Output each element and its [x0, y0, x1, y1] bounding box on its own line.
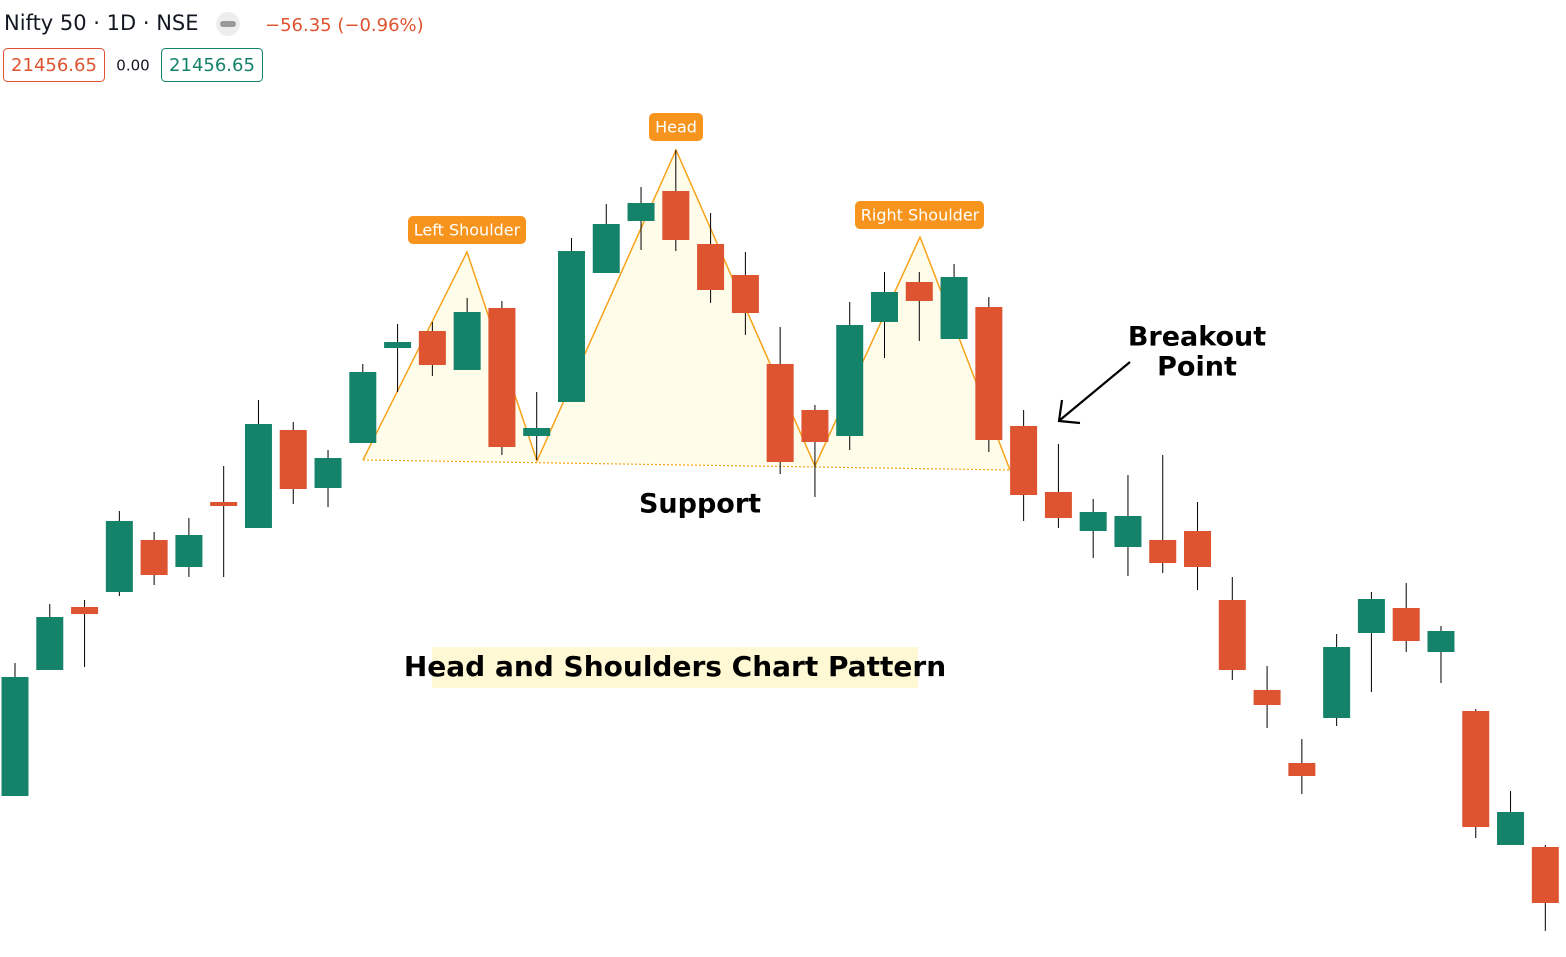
- left-shoulder-label: Left Shoulder: [414, 221, 521, 240]
- candle-body: [557, 251, 585, 402]
- candle-body: [697, 244, 725, 290]
- candle-body: [1288, 763, 1316, 776]
- candle-body: [766, 364, 794, 462]
- candle-body: [627, 203, 655, 221]
- spread: 0.00: [116, 57, 149, 75]
- candle-body: [1079, 512, 1107, 531]
- title-highlight: [432, 647, 918, 688]
- candle-body: [1114, 516, 1142, 547]
- candle-body: [1392, 608, 1420, 641]
- candle-body: [1323, 647, 1351, 718]
- candle-body: [1427, 631, 1455, 652]
- candle-body: [384, 342, 412, 348]
- price-box: [161, 48, 263, 82]
- candle-body: [940, 277, 968, 339]
- candle-body: [1, 677, 29, 796]
- candle-body: [592, 224, 620, 273]
- candle-body: [36, 617, 64, 670]
- chart-title: Head and Shoulders Chart Pattern: [404, 650, 946, 683]
- candle-body: [1044, 492, 1072, 518]
- candle-body: [210, 502, 238, 506]
- breakout-arrow: [1057, 361, 1131, 425]
- candle-body: [731, 275, 759, 313]
- symbol: Nifty 50 · 1D · NSE: [4, 11, 199, 35]
- candle-body: [1531, 847, 1559, 903]
- candle-body: [453, 312, 481, 370]
- candle-body: [71, 607, 99, 614]
- candle-body: [1253, 690, 1281, 705]
- support-label: Support: [639, 489, 761, 520]
- candle-body: [488, 308, 516, 447]
- candle-body: [140, 540, 168, 575]
- price-change: −56.35 (−0.96%): [265, 15, 424, 36]
- candle-body: [1184, 531, 1212, 567]
- price-right: 21456.65: [169, 55, 255, 76]
- candle-body: [975, 307, 1003, 440]
- candle-body: [801, 410, 829, 442]
- candle-body: [1357, 599, 1385, 633]
- status-icon: [216, 12, 240, 36]
- candle-body: [105, 521, 133, 592]
- candle-body: [1497, 812, 1525, 845]
- candles: [1, 150, 1559, 931]
- pattern-area: [363, 150, 1010, 470]
- price-box: [3, 48, 105, 82]
- label-box: [408, 216, 526, 244]
- candle-body: [279, 430, 307, 489]
- head-label: Head: [655, 118, 697, 137]
- candle-body: [662, 191, 690, 240]
- candle-body: [905, 282, 933, 301]
- candle-body: [349, 372, 377, 443]
- candle-body: [836, 325, 864, 436]
- breakout-label: Point: [1157, 352, 1237, 383]
- right-shoulder-label: Right Shoulder: [861, 206, 980, 225]
- candle-body: [1010, 426, 1038, 495]
- price-left: 21456.65: [11, 55, 97, 76]
- label-box: [649, 113, 703, 141]
- candle-body: [871, 292, 898, 322]
- candle-body: [175, 535, 203, 567]
- candle-body: [418, 331, 446, 365]
- breakout-label: Breakout: [1128, 322, 1266, 353]
- candle-body: [1462, 711, 1490, 827]
- candle-body: [314, 458, 342, 488]
- candle-body: [523, 428, 551, 436]
- candle-body: [1149, 540, 1177, 563]
- candle-body: [244, 424, 272, 528]
- label-box: [855, 201, 984, 229]
- candle-body: [1218, 600, 1246, 670]
